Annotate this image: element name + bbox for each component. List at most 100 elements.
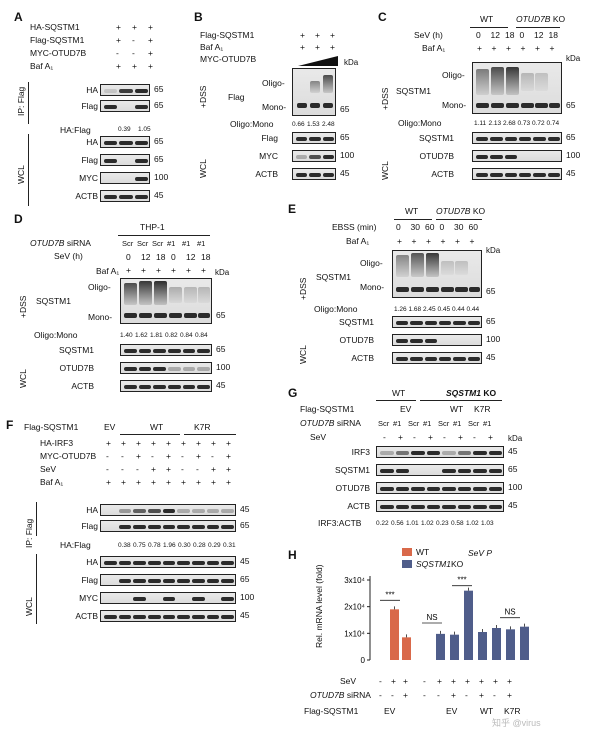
condition-mark: + bbox=[477, 43, 482, 53]
mw-marker: 100 bbox=[566, 150, 581, 160]
mw-marker: 65 bbox=[486, 316, 496, 326]
condition-mark: - bbox=[211, 451, 214, 461]
blot-label: ACTB bbox=[255, 169, 278, 179]
band bbox=[504, 137, 517, 141]
band bbox=[476, 173, 489, 177]
band bbox=[411, 505, 425, 509]
mono-label: Mono- bbox=[442, 100, 467, 110]
blot-image bbox=[100, 574, 236, 586]
significance-label: *** bbox=[457, 576, 466, 585]
band bbox=[104, 159, 118, 163]
band bbox=[473, 469, 487, 473]
condition-mark: + bbox=[398, 432, 403, 442]
condition-label: Flag-SQSTM1 bbox=[300, 404, 355, 414]
blot-label: SQSTM1 bbox=[419, 133, 454, 143]
y-tick-label: 0 bbox=[361, 656, 366, 665]
ip-bracket bbox=[36, 502, 37, 536]
band bbox=[490, 173, 503, 177]
condition-mark: - bbox=[379, 690, 382, 700]
band bbox=[395, 487, 409, 491]
ratio-label: Oligo:Mono bbox=[398, 118, 442, 128]
condition-mark: + bbox=[479, 690, 484, 700]
oligo-label: Oligo- bbox=[262, 78, 285, 88]
condition-value: 18 bbox=[548, 30, 558, 40]
condition-value: 0 bbox=[439, 222, 445, 232]
band bbox=[148, 509, 161, 513]
condition-value: 0 bbox=[396, 222, 401, 232]
ratio-value: 0.66 bbox=[292, 121, 305, 128]
band bbox=[197, 385, 210, 389]
band bbox=[168, 349, 181, 353]
band bbox=[197, 367, 210, 371]
blot-image bbox=[100, 154, 150, 166]
band bbox=[148, 561, 161, 565]
ratio-value: 1.02 bbox=[466, 520, 479, 527]
band bbox=[177, 525, 190, 529]
blot-image bbox=[472, 150, 562, 162]
condition-mark: - bbox=[443, 432, 446, 442]
condition-value: Scr bbox=[378, 419, 390, 428]
band bbox=[206, 509, 220, 513]
condition-mark: + bbox=[403, 676, 408, 686]
group-label: OTUD7B bbox=[516, 14, 551, 24]
band bbox=[547, 173, 560, 177]
legend-label: WT bbox=[416, 547, 430, 557]
y-tick-label: 1x10⁴ bbox=[344, 629, 365, 638]
blot-label: SQSTM1 bbox=[339, 317, 374, 327]
band bbox=[380, 469, 394, 473]
condition-mark: + bbox=[201, 265, 206, 275]
ratio-value: 1.26 bbox=[394, 306, 407, 313]
condition-mark: + bbox=[151, 464, 156, 474]
band bbox=[206, 561, 220, 565]
group-label: EV bbox=[400, 404, 412, 414]
y-tick-label: 2x10⁴ bbox=[344, 603, 365, 612]
kda-label: kDa bbox=[486, 246, 501, 255]
blot-image bbox=[292, 68, 336, 116]
ratio-value: 1.03 bbox=[481, 520, 494, 527]
band bbox=[473, 505, 487, 509]
condition-mark: + bbox=[211, 464, 216, 474]
condition-mark: + bbox=[506, 43, 511, 53]
bar bbox=[492, 628, 501, 660]
band bbox=[133, 579, 146, 583]
condition-mark: + bbox=[132, 22, 137, 32]
ratio-label: HA:Flag bbox=[60, 125, 91, 135]
ratio-label: IRF3:ACTB bbox=[318, 518, 362, 528]
condition-mark: + bbox=[411, 236, 417, 246]
mw-marker: 45 bbox=[240, 504, 250, 514]
group-label: WT bbox=[450, 404, 464, 414]
blot-image bbox=[100, 520, 236, 532]
condition-mark: - bbox=[121, 451, 124, 461]
condition-mark: - bbox=[132, 35, 135, 45]
mw-marker: 45 bbox=[216, 380, 226, 390]
band bbox=[168, 385, 181, 389]
band bbox=[148, 525, 161, 529]
band bbox=[488, 469, 502, 473]
band bbox=[192, 561, 205, 565]
band bbox=[457, 469, 471, 473]
condition-label: HA-IRF3 bbox=[40, 438, 74, 448]
band bbox=[119, 89, 133, 93]
band bbox=[177, 615, 190, 619]
band bbox=[221, 597, 234, 601]
condition-mark: + bbox=[166, 477, 171, 487]
condition-mark: + bbox=[315, 30, 320, 40]
band bbox=[309, 155, 321, 159]
significance-label: NS bbox=[504, 608, 515, 617]
blot-image bbox=[100, 136, 150, 148]
condition-label: Baf A₁ bbox=[96, 266, 120, 276]
condition-mark: - bbox=[423, 690, 426, 700]
condition-value: 18 bbox=[201, 252, 211, 262]
ratio-value: 0.23 bbox=[436, 520, 449, 527]
ratio-value: 0.22 bbox=[376, 520, 389, 527]
group-label: EV bbox=[446, 706, 458, 716]
mw-marker: 65 bbox=[486, 286, 496, 296]
condition-value: 0 bbox=[476, 30, 481, 40]
condition-mark: + bbox=[181, 477, 186, 487]
ratio-value: 2.48 bbox=[322, 121, 335, 128]
band bbox=[410, 357, 423, 361]
legend-label: SQSTM1 bbox=[416, 559, 451, 569]
blot-image bbox=[376, 482, 504, 494]
band bbox=[182, 385, 196, 389]
condition-mark: - bbox=[106, 451, 109, 461]
